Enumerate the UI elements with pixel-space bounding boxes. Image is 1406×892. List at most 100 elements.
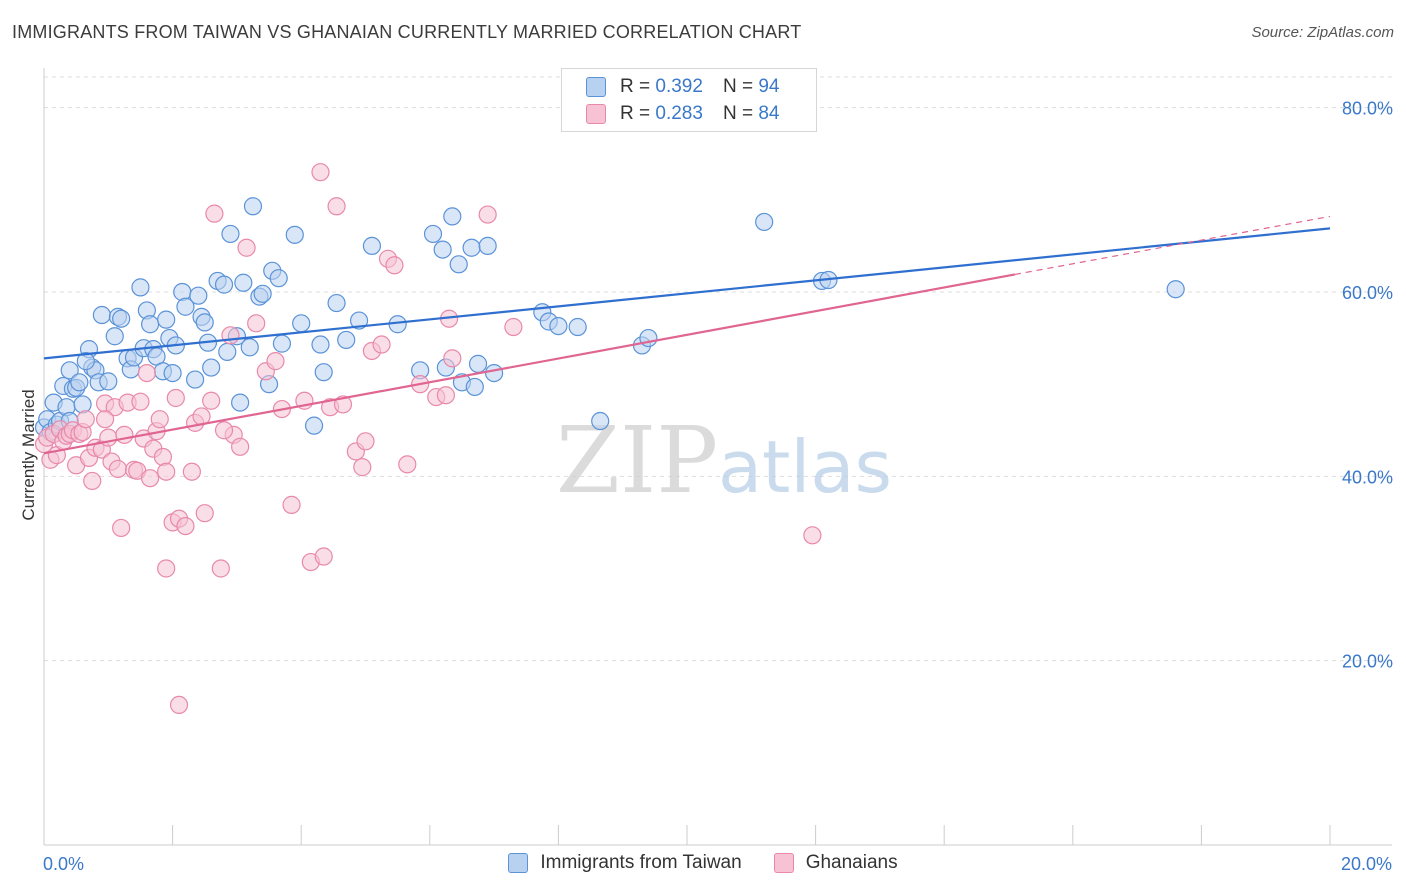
legend-item-taiwan: Immigrants from Taiwan bbox=[508, 852, 742, 874]
point-ghanaians bbox=[157, 462, 176, 481]
point-taiwan bbox=[755, 212, 774, 232]
legend-swatch-pink bbox=[586, 104, 606, 124]
trend-line-taiwan bbox=[43, 227, 1331, 360]
point-ghanaians bbox=[131, 392, 150, 411]
gridlines bbox=[44, 76, 1392, 662]
point-ghanaians bbox=[372, 335, 391, 354]
point-ghanaians bbox=[398, 455, 417, 474]
point-taiwan bbox=[112, 309, 131, 328]
chart-source: Source: ZipAtlas.com bbox=[1251, 24, 1394, 41]
trend-line-ghanaians-extension bbox=[1014, 215, 1331, 276]
point-taiwan bbox=[186, 370, 205, 389]
point-taiwan bbox=[314, 363, 333, 382]
point-ghanaians bbox=[282, 495, 301, 514]
point-taiwan bbox=[105, 327, 124, 346]
point-taiwan bbox=[304, 416, 324, 435]
point-taiwan bbox=[272, 334, 292, 353]
y-tick-label: 20.0% bbox=[1342, 652, 1393, 672]
point-taiwan bbox=[362, 236, 382, 256]
point-taiwan bbox=[337, 330, 356, 350]
point-ghanaians bbox=[353, 458, 372, 477]
legend-r-value: 0.392 bbox=[655, 76, 703, 97]
point-ghanaians bbox=[333, 395, 353, 414]
point-taiwan bbox=[433, 240, 452, 259]
point-ghanaians bbox=[803, 526, 822, 545]
point-ghanaians bbox=[140, 469, 160, 488]
point-taiwan bbox=[465, 377, 484, 397]
point-ghanaians bbox=[76, 410, 95, 429]
point-taiwan bbox=[292, 314, 311, 333]
legend-n-value: 84 bbox=[758, 103, 780, 124]
legend-r-label: R = bbox=[620, 76, 651, 97]
trend-lines bbox=[43, 215, 1331, 455]
point-ghanaians bbox=[150, 410, 169, 429]
point-ghanaians bbox=[108, 459, 128, 479]
point-ghanaians bbox=[266, 352, 285, 371]
legend-row-taiwan: R = 0.392 N = 94 bbox=[586, 74, 779, 100]
point-ghanaians bbox=[214, 421, 234, 440]
point-taiwan bbox=[218, 342, 237, 361]
point-taiwan bbox=[60, 361, 79, 380]
legend-n-label: N = bbox=[722, 76, 754, 97]
point-taiwan bbox=[214, 275, 234, 294]
point-taiwan bbox=[202, 358, 221, 377]
point-ghanaians bbox=[211, 559, 230, 578]
point-ghanaians bbox=[385, 256, 404, 275]
point-taiwan bbox=[311, 335, 330, 354]
legend-n-value: 94 bbox=[758, 76, 780, 97]
point-ghanaians bbox=[176, 516, 195, 536]
point-taiwan bbox=[76, 352, 95, 371]
point-ghanaians bbox=[436, 386, 455, 405]
legend-n-label: N = bbox=[722, 103, 754, 124]
point-ghanaians bbox=[205, 204, 224, 223]
point-ghanaians bbox=[443, 349, 462, 368]
point-taiwan bbox=[423, 224, 443, 244]
point-ghanaians bbox=[504, 317, 523, 337]
legend-row-ghanaians: R = 0.283 N = 84 bbox=[586, 101, 779, 127]
point-ghanaians bbox=[237, 238, 256, 257]
point-taiwan bbox=[462, 238, 481, 257]
point-taiwan bbox=[195, 313, 214, 332]
point-taiwan bbox=[591, 411, 610, 431]
point-taiwan bbox=[349, 311, 369, 330]
legend-swatch-blue bbox=[586, 77, 606, 97]
legend-r-label: R = bbox=[620, 103, 651, 124]
point-ghanaians bbox=[153, 447, 173, 467]
point-ghanaians bbox=[356, 432, 375, 451]
point-taiwan bbox=[163, 363, 182, 383]
point-ghanaians bbox=[327, 197, 346, 216]
point-ghanaians bbox=[83, 471, 102, 491]
legend-swatch-blue bbox=[508, 853, 529, 873]
legend-label-ghanaians: Ghanaians bbox=[805, 852, 898, 873]
point-taiwan bbox=[99, 372, 118, 391]
y-tick-label: 40.0% bbox=[1342, 467, 1393, 487]
legend-correlation: R = 0.392 N = 94 R = 0.283 N = 84 bbox=[561, 68, 817, 132]
point-taiwan bbox=[549, 316, 568, 336]
point-ghanaians bbox=[169, 695, 189, 715]
y-axis-label: Currently Married bbox=[19, 389, 38, 520]
y-tick-label: 80.0% bbox=[1342, 99, 1393, 119]
legend-r-value: 0.283 bbox=[655, 103, 703, 124]
point-ghanaians bbox=[247, 314, 266, 333]
point-taiwan bbox=[231, 393, 250, 412]
tick-labels: 20.0% 40.0% 60.0% 80.0% 0.0% 20.0% bbox=[43, 99, 1393, 874]
point-taiwan bbox=[1166, 280, 1185, 299]
point-ghanaians bbox=[137, 363, 156, 383]
legend-item-ghanaians: Ghanaians bbox=[773, 852, 898, 874]
point-taiwan bbox=[73, 395, 92, 414]
point-taiwan bbox=[449, 255, 468, 274]
watermark-zip: ZIP bbox=[556, 407, 718, 514]
point-taiwan bbox=[253, 284, 272, 303]
series-taiwan-points bbox=[34, 197, 1185, 442]
point-ghanaians bbox=[311, 163, 330, 182]
point-taiwan bbox=[443, 207, 462, 226]
point-taiwan bbox=[269, 269, 288, 288]
point-ghanaians bbox=[115, 425, 134, 444]
point-ghanaians bbox=[95, 410, 115, 429]
chart-title: IMMIGRANTS FROM TAIWAN VS GHANAIAN CURRE… bbox=[12, 22, 802, 42]
point-ghanaians bbox=[202, 391, 221, 410]
point-taiwan bbox=[243, 197, 263, 216]
point-ghanaians bbox=[112, 518, 131, 538]
legend-series: Immigrants from Taiwan Ghanaians bbox=[0, 852, 1406, 874]
point-ghanaians bbox=[231, 437, 250, 456]
